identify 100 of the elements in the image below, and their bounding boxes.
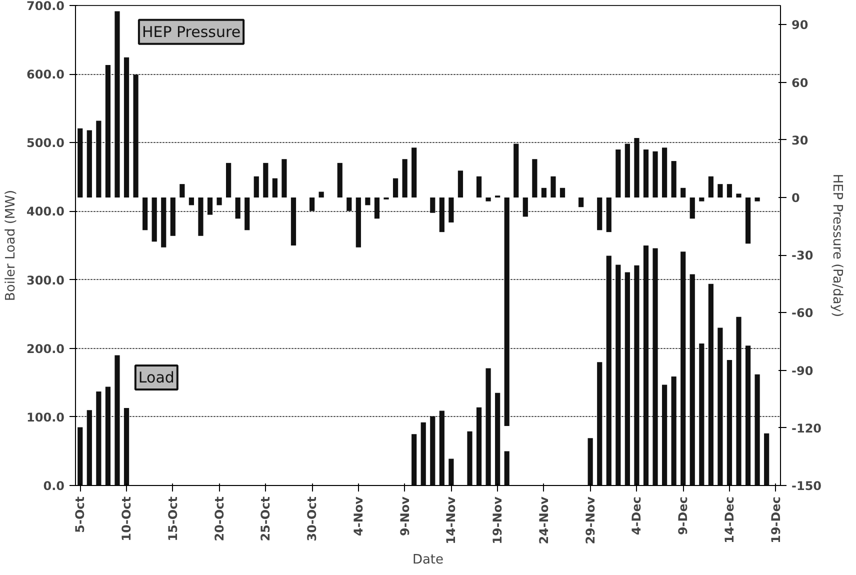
bar [346, 198, 352, 211]
bar [420, 422, 426, 486]
bar [624, 272, 630, 486]
bar [263, 162, 268, 198]
bar [78, 427, 83, 486]
bar [606, 256, 612, 486]
bar [318, 192, 324, 198]
x-tick-label: 14-Nov [444, 496, 458, 544]
bar [708, 176, 714, 198]
series-label: Load [138, 368, 174, 386]
y2-tick-label: -90 [792, 364, 814, 378]
bar [392, 178, 398, 198]
bar [514, 144, 519, 198]
bar [745, 198, 751, 244]
bar [690, 198, 695, 219]
bar [532, 159, 538, 198]
bar [616, 264, 621, 486]
bar [671, 161, 676, 198]
bar [374, 198, 380, 219]
bar [105, 386, 111, 486]
y2-tick-label: -30 [792, 248, 814, 263]
bar [652, 248, 658, 486]
bar [680, 188, 686, 198]
x-axis-title: Date [412, 552, 444, 568]
y-tick-label: 200.0 [26, 342, 65, 356]
bar [578, 198, 584, 208]
bar [588, 438, 593, 486]
bar [764, 433, 770, 486]
bar [337, 162, 342, 198]
y2-tick-label: 30 [792, 133, 808, 148]
bar [207, 198, 213, 215]
bar [476, 407, 482, 486]
bar [133, 74, 138, 198]
y2-tick-label: -60 [792, 306, 814, 320]
bar [170, 198, 176, 236]
y2-tick-label: 60 [792, 76, 808, 90]
bar [699, 344, 704, 486]
bar [216, 198, 222, 206]
y2-tick-label: -120 [792, 421, 822, 436]
y-tick-label: 400.0 [26, 204, 65, 219]
y-tick-label: 600.0 [26, 68, 65, 82]
y2-tick-label: 0 [792, 191, 800, 205]
bar [606, 198, 612, 232]
bar [439, 410, 444, 486]
bar [662, 148, 668, 198]
y2-tick-label: -150 [792, 479, 822, 493]
x-tick-label: 4-Dec [630, 496, 644, 536]
y-axis-title: Boiler Load (MW) [4, 190, 19, 302]
bar [96, 120, 102, 198]
x-tick-label: 9-Dec [676, 496, 690, 536]
bar [448, 458, 454, 486]
bar [560, 188, 566, 198]
x-tick-label: 24-Nov [536, 496, 551, 544]
bar [690, 274, 695, 486]
bar [634, 265, 640, 486]
bar [634, 138, 640, 198]
bar [486, 198, 491, 202]
bar [412, 148, 417, 198]
bar [495, 392, 500, 486]
bar [708, 284, 714, 486]
bar [356, 198, 361, 248]
bar [96, 392, 102, 486]
bar [754, 198, 760, 202]
bar [412, 434, 417, 486]
bar [86, 410, 92, 486]
x-tick-label: 10-Oct [120, 496, 134, 542]
bar [643, 246, 649, 486]
y-tick-label: 300.0 [26, 273, 65, 288]
bar [180, 184, 185, 198]
x-tick-label: 19-Dec [768, 496, 783, 544]
bar [448, 198, 454, 222]
bar [86, 130, 92, 198]
bar [365, 198, 370, 206]
bar [254, 176, 259, 198]
bar [652, 151, 658, 198]
bar [430, 198, 436, 213]
bar [597, 198, 602, 230]
bar [244, 198, 250, 230]
bar [78, 128, 83, 198]
x-tick-label: 25-Oct [258, 496, 273, 542]
bar [114, 355, 120, 486]
bar [541, 188, 547, 198]
bar [680, 252, 686, 486]
x-tick-label: 19-Nov [490, 496, 505, 544]
bar [439, 198, 444, 232]
bar [754, 374, 760, 486]
bar [736, 194, 742, 198]
bar [745, 346, 751, 486]
bar [718, 184, 723, 198]
bar [726, 184, 732, 198]
bar [152, 198, 157, 242]
y-tick-label: 500.0 [26, 136, 65, 150]
bar [402, 159, 408, 198]
bar [699, 198, 704, 202]
bar [114, 11, 120, 198]
bar [486, 368, 491, 486]
bar [522, 198, 528, 217]
x-tick-label: 4-Nov [351, 496, 366, 536]
bar [161, 198, 166, 248]
bar [726, 360, 732, 486]
